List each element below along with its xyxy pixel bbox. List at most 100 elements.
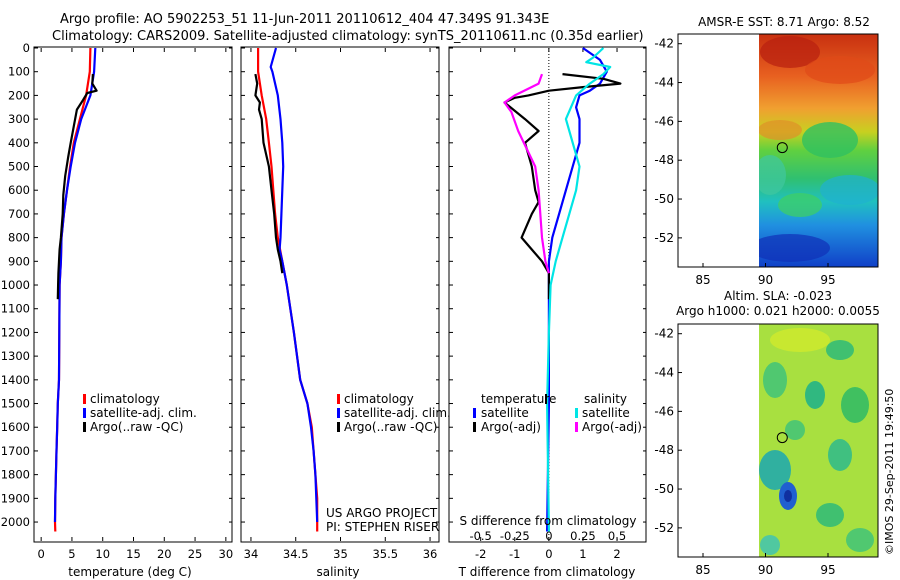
map-y-tick-label: -42: [654, 327, 674, 341]
legend-label: Argo(..raw -QC): [344, 420, 437, 434]
sst-blob: [820, 175, 878, 205]
x-tick-label: -2: [475, 547, 486, 561]
map-y-tick-label: -48: [654, 443, 674, 457]
depth-tick-label: 100: [8, 65, 30, 79]
sst-blob: [759, 155, 786, 195]
map-x-tick-label: 90: [758, 273, 773, 287]
legend-swatch-s-satellite: [575, 408, 578, 418]
legend-swatch-climatology: [83, 394, 86, 404]
sst-map-axes: 85 90 95 -42 -44 -46 -48 -50 -52: [654, 37, 835, 287]
header-line2: Climatology: CARS2009. Satellite-adjuste…: [52, 29, 644, 44]
temperature-xlabel: temperature (deg C): [68, 565, 191, 579]
legend-label: satellite: [481, 406, 529, 420]
depth-tick-label: 2000: [1, 515, 30, 529]
sla-map-frame: [677, 323, 879, 558]
temperature-panel-frame: [33, 46, 233, 543]
depth-tick-label: 1800: [1, 468, 30, 482]
s-tick-label: 0: [545, 529, 552, 543]
salinity-panel-frame: [240, 46, 440, 543]
x-tick-label: 10: [95, 547, 110, 561]
sla-argo-marker: [776, 432, 788, 444]
s-tick-label: 0.5: [608, 529, 626, 543]
map-y-tick-label: -52: [654, 521, 674, 535]
map-y-tick-label: -46: [654, 404, 674, 418]
salinity-series: [254, 47, 319, 532]
series-line-satellite-adj-clim-: [269, 47, 319, 523]
sla-blob: [770, 328, 830, 352]
legend-label: Argo(..raw -QC): [90, 420, 183, 434]
sla-map-field: [759, 324, 878, 557]
sst-argo-marker: [776, 142, 788, 154]
map-y-tick-label: -44: [654, 76, 674, 90]
legend-swatch-s-argo: [575, 422, 578, 432]
project-annotation: US ARGO PROJECT: [326, 506, 438, 520]
depth-tick-label: 300: [8, 112, 30, 126]
sla-blob: [785, 420, 805, 440]
map-y-tick-label: -44: [654, 366, 674, 380]
difference-series: [503, 47, 622, 532]
difference-panel-frame: [448, 46, 647, 543]
salinity-xlabel: salinity: [316, 565, 359, 579]
s-tick-label: -0.5: [469, 529, 491, 543]
depth-tick-label: 1200: [1, 325, 30, 339]
header-line1: Argo profile: AO 5902253_51 11-Jun-2011 …: [60, 12, 549, 27]
legend-label: satellite: [582, 406, 630, 420]
depth-tick-label: 500: [8, 160, 30, 174]
imos-timestamp: ©IMOS 29-Sep-2011 19:49:50: [883, 389, 896, 555]
sla-field-base: [759, 324, 878, 557]
sla-blob: [826, 340, 854, 360]
series-line-salinity-argo-adj-: [503, 73, 550, 274]
pi-annotation: PI: STEPHEN RISER: [326, 520, 439, 534]
sla-blob: [805, 381, 825, 409]
map-y-tick-label: -52: [654, 231, 674, 245]
difference-top-label: S difference from climatology: [460, 514, 637, 528]
sst-blob: [805, 56, 875, 84]
sst-blob: [778, 193, 822, 217]
legend-swatch-argo: [337, 422, 340, 432]
depth-tick-label: 1600: [1, 420, 30, 434]
x-tick-label: 30: [219, 547, 234, 561]
temperature-x-axis: 0 5 10 15 20 25 30: [37, 48, 233, 561]
depth-tick-label: 1500: [1, 397, 30, 411]
depth-tick-label: 200: [8, 88, 30, 102]
legend-label: satellite-adj. clim.: [90, 406, 197, 420]
sla-blob: [846, 528, 874, 552]
depth-tick-label: 800: [8, 231, 30, 245]
x-tick-label: 0: [545, 547, 552, 561]
salinity-x-axis: 34 34.5 35 35.5 36: [244, 48, 438, 561]
series-line-argo-raw-qc-: [254, 73, 284, 274]
sla-map-axes: 85 90 95 -42 -44 -46 -48 -50 -52: [654, 327, 835, 577]
depth-tick-label: 900: [8, 254, 30, 268]
legend-swatch-t-satellite: [473, 408, 476, 418]
depth-tick-label: 1300: [1, 349, 30, 363]
x-tick-label: 36: [423, 547, 438, 561]
x-tick-label: 25: [188, 547, 203, 561]
sst-map-field: [759, 34, 878, 267]
legend-swatch-climatology: [337, 394, 340, 404]
legend-label: climatology: [90, 392, 160, 406]
sst-blob: [802, 122, 858, 158]
sla-map-title: Altim. SLA: -0.023: [724, 289, 832, 303]
legend-header-salinity: salinity: [584, 392, 627, 406]
depth-tick-label: 0: [23, 41, 30, 55]
map-x-tick-label: 95: [820, 563, 835, 577]
x-tick-label: 0: [37, 547, 44, 561]
map-y-tick-label: -50: [654, 192, 674, 206]
sst-map-frame: [677, 33, 879, 268]
temperature-series: [53, 47, 98, 532]
map-x-tick-label: 85: [695, 563, 710, 577]
sla-blob: [763, 362, 787, 398]
temperature-legend: climatology satellite-adj. clim. Argo(..…: [83, 392, 197, 434]
x-tick-label: 34.5: [283, 547, 309, 561]
legend-label: Argo(-adj): [481, 420, 541, 434]
depth-tick-label: 1900: [1, 491, 30, 505]
depth-tick-label: 1100: [1, 302, 30, 316]
s-tick-label: -0.25: [500, 529, 530, 543]
series-line-temperature-satellite: [546, 47, 608, 532]
map-y-tick-label: -50: [654, 482, 674, 496]
legend-swatch-argo: [83, 422, 86, 432]
depth-tick-label: 700: [8, 207, 30, 221]
legend-swatch-satellite: [83, 408, 86, 418]
